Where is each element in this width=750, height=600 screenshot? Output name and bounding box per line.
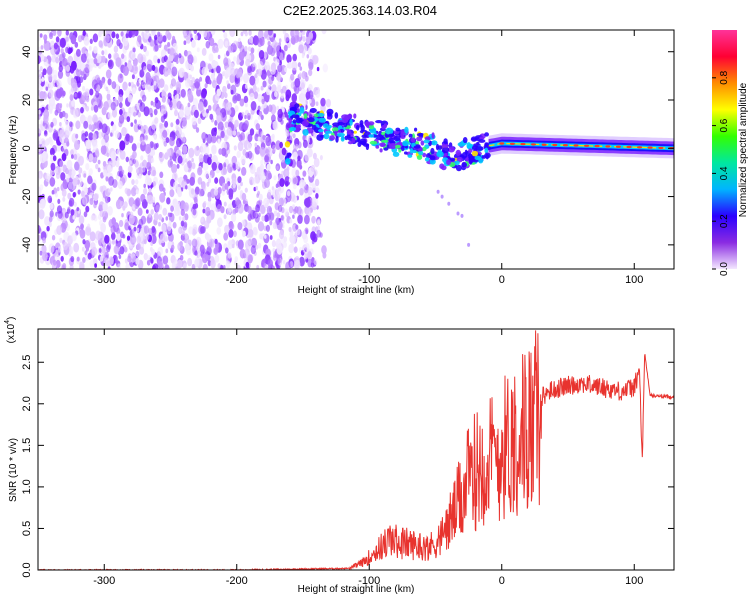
snr-plot-area <box>38 329 674 570</box>
snr-x-ticks: -300 -200 -100 0 100 <box>93 329 643 587</box>
colorbar-label: Normalized spectral amplitude <box>738 82 749 217</box>
spectrogram-x-ticks: -300 -200 -100 0 100 <box>93 30 643 286</box>
snr-y-tick-label-1: 0.5 <box>21 521 33 536</box>
snr-y-ticks: 0.0 0.5 1.0 1.5 2.0 2.5 <box>21 355 674 578</box>
colorbar-tick-label-4: 0.8 <box>719 70 730 84</box>
figure-title: C2E2.2025.363.14.03.R04 <box>283 3 437 18</box>
spectrogram-x-label: Height of straight line (km) <box>298 285 415 296</box>
colorbar-tick-label-2: 0.4 <box>719 166 730 180</box>
snr-x-label: Height of straight line (km) <box>298 584 415 595</box>
spectrogram-y-tick-label-3: 20 <box>21 94 33 106</box>
snr-y-tick-label-5: 2.5 <box>21 355 33 370</box>
snr-x-tick-label-1: -200 <box>226 575 248 587</box>
snr-frame <box>37 328 675 571</box>
spectrogram-x-tick-label-4: 100 <box>625 274 643 286</box>
colorbar <box>712 30 737 269</box>
snr-scale-label: (x104) <box>4 317 17 344</box>
spectrogram-y-tick-label-0: -40 <box>21 237 33 253</box>
spectrogram-y-tick-label-4: 40 <box>21 46 33 58</box>
snr-y-label: SNR (10 * v/v) <box>8 438 19 502</box>
spectrogram-frame <box>37 29 675 270</box>
snr-y-tick-label-0: 0.0 <box>21 562 33 577</box>
colorbar-tick-label-1: 0.2 <box>719 214 730 228</box>
spectrogram-x-tick-label-2: -100 <box>358 274 380 286</box>
spectrogram-x-tick-label-1: -200 <box>226 274 248 286</box>
spectrogram-y-label: Frequency (Hz) <box>8 116 19 185</box>
snr-scale-exp: 4 <box>4 320 11 324</box>
colorbar-tick-label-3: 0.6 <box>719 118 730 132</box>
snr-x-tick-label-4: 100 <box>625 575 643 587</box>
snr-x-tick-label-0: -300 <box>93 575 115 587</box>
colorbar-tick-label-0: 0.0 <box>719 262 730 276</box>
snr-y-tick-label-2: 1.0 <box>21 479 33 494</box>
snr-y-tick-label-4: 2.0 <box>21 396 33 411</box>
spectrogram-x-tick-label-0: -300 <box>93 274 115 286</box>
spectrogram-x-tick-label-3: 0 <box>499 274 505 286</box>
spectrogram-heatmap <box>38 30 674 269</box>
snr-y-tick-label-3: 1.5 <box>21 438 33 453</box>
spectrogram-y-tick-label-1: -20 <box>21 189 33 205</box>
snr-x-tick-label-2: -100 <box>358 575 380 587</box>
colorbar-ticks: 0.0 0.2 0.4 0.6 0.8 <box>712 70 730 276</box>
spectrogram-y-ticks: -40 -20 0 20 40 <box>21 46 674 253</box>
spectrogram-y-tick-label-2: 0 <box>21 145 33 151</box>
snr-scale-base: (x10 <box>6 323 17 343</box>
snr-x-tick-label-3: 0 <box>499 575 505 587</box>
svg-text:(x104): (x104) <box>4 317 17 344</box>
